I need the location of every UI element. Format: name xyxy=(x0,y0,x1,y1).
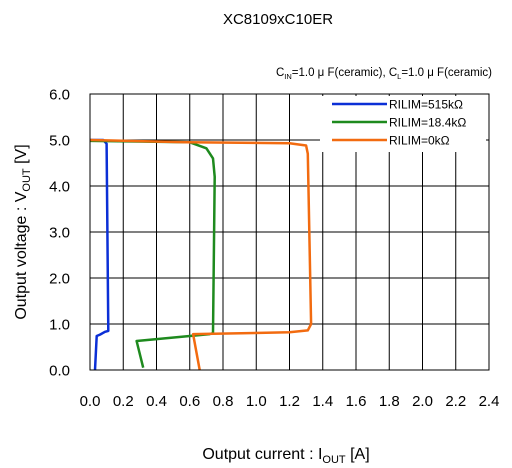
y-axis-label-sub: OUT xyxy=(21,168,33,192)
x-tick-label: 1.8 xyxy=(379,393,400,410)
y-tick-label: 2.0 xyxy=(49,271,70,288)
x-tick-label: 0.4 xyxy=(146,393,167,410)
x-tick-label: 1.4 xyxy=(312,393,333,410)
x-tick-label: 2.0 xyxy=(412,393,433,410)
x-tick-label: 2.4 xyxy=(479,393,500,410)
x-axis-label-sub: OUT xyxy=(322,454,346,466)
plot-frame xyxy=(89,93,490,371)
x-tick-label: 1.6 xyxy=(346,393,367,410)
gridlines xyxy=(90,94,489,370)
cl-main: C xyxy=(389,67,397,79)
x-tick-labels: 0.0 0.2 0.4 0.6 0.8 1.0 1.2 1.4 1.6 1.8 2.0 2.2 2.4 xyxy=(80,393,500,410)
legend-box xyxy=(320,96,486,152)
y-tick-label: 0.0 xyxy=(49,363,70,380)
legend-label-1: RILIM=515kΩ xyxy=(389,98,463,112)
series-layer xyxy=(89,138,313,371)
series-line-3 xyxy=(89,138,313,371)
x-tick-label: 0.0 xyxy=(80,393,101,410)
legend-label-3: RILIM=0kΩ xyxy=(389,134,450,148)
series-line-1 xyxy=(90,138,110,371)
series-line-2 xyxy=(89,139,216,368)
x-tick-label: 0.2 xyxy=(113,393,134,410)
x-axis-label-unit: [A] xyxy=(346,446,370,463)
x-tick-label: 2.2 xyxy=(445,393,466,410)
cin-main: C xyxy=(276,67,284,79)
legend: RILIM=515kΩ RILIM=18.4kΩ RILIM=0kΩ xyxy=(320,96,486,152)
x-tick-label: 1.0 xyxy=(246,393,267,410)
x-tick-label: 1.2 xyxy=(279,393,300,410)
y-tick-label: 3.0 xyxy=(49,225,70,242)
y-tick-labels: 0.0 1.0 2.0 3.0 4.0 5.0 6.0 xyxy=(49,87,70,380)
legend-label-2: RILIM=18.4kΩ xyxy=(389,116,466,130)
chart-title: XC8109xC10ER xyxy=(223,11,333,28)
cl-rest: =1.0 μ F(ceramic) xyxy=(401,67,492,79)
cl-sub: L xyxy=(397,72,401,81)
x-tick-label: 0.8 xyxy=(213,393,234,410)
y-tick-label: 4.0 xyxy=(49,179,70,196)
x-tick-label: 0.6 xyxy=(179,393,200,410)
y-axis-label-unit: [V] xyxy=(13,144,30,168)
y-axis-label-main: Output voltage : V xyxy=(13,191,30,319)
y-axis-label: Output voltage : VOUT [V] xyxy=(13,144,33,319)
cin-sub: IN xyxy=(284,72,292,81)
x-axis-label-main: Output current : I xyxy=(202,446,322,463)
chart-subtitle: CIN=1.0 μ F(ceramic), CL=1.0 μ F(ceramic… xyxy=(276,67,492,81)
cin-rest: =1.0 μ F(ceramic), xyxy=(292,67,389,79)
x-axis-label: Output current : IOUT [A] xyxy=(202,446,369,466)
y-tick-label: 6.0 xyxy=(49,87,70,104)
y-tick-label: 1.0 xyxy=(49,317,70,334)
y-tick-label: 5.0 xyxy=(49,133,70,150)
